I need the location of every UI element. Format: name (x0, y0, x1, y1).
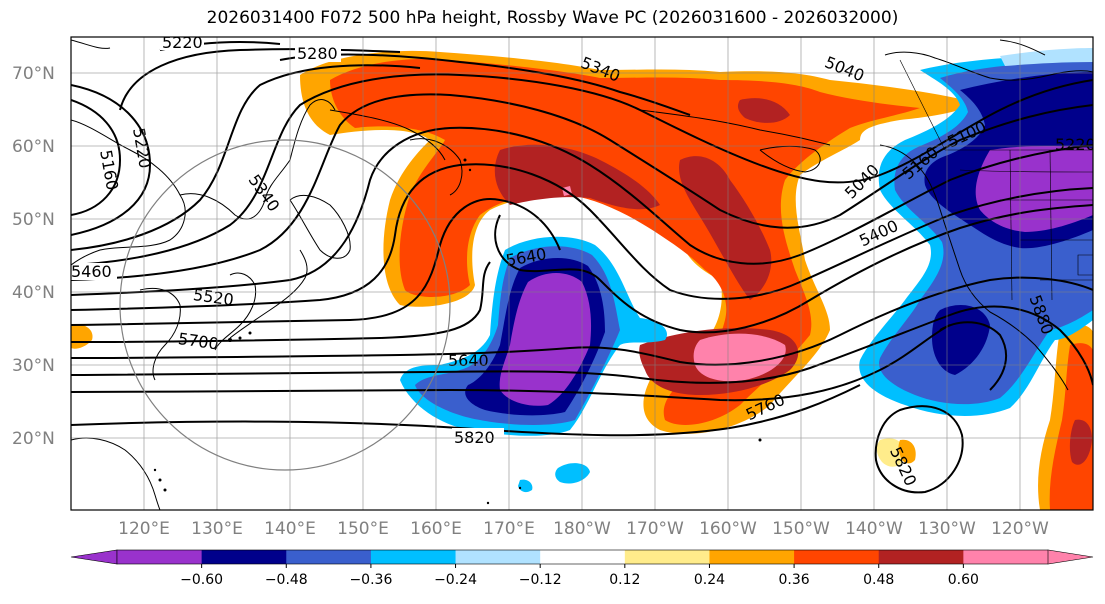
lon-label: 130°W (918, 519, 976, 539)
colorbar-tick-label: 0.12 (609, 572, 640, 588)
lon-label: 160°E (410, 519, 462, 539)
colorbar-segment (709, 550, 795, 564)
lat-label-20: 20°N (12, 429, 55, 449)
colorbar-tick-label: 0.60 (948, 572, 979, 588)
lon-label: 120°W (991, 519, 1049, 539)
colorbar-segment (455, 550, 541, 564)
range-circle (119, 139, 451, 471)
colorbar-tick-label: 0.48 (863, 572, 894, 588)
contour-label: 5220 (1055, 135, 1096, 154)
height-contours (71, 41, 1093, 494)
colorbar-segment (878, 550, 964, 564)
colorbar-segment (540, 550, 626, 564)
lon-label: 150°E (337, 519, 389, 539)
lon-label: 170°E (483, 519, 535, 539)
borders (899, 59, 1093, 301)
colorbar-tick-label: −0.12 (519, 572, 562, 588)
lat-label-30: 30°N (12, 356, 55, 376)
longitude-labels: 120°E 130°E 140°E 150°E 160°E 170°E 180°… (118, 519, 1049, 539)
lat-label-70: 70°N (12, 64, 55, 84)
contour-label: 5220 (162, 33, 203, 52)
lat-label-50: 50°N (12, 210, 55, 230)
colorbar-segment (286, 550, 372, 564)
colorbar-segment (794, 550, 880, 564)
plot-frame (70, 36, 1094, 511)
map-plot-area: 5220 5280 5340 5040 5100 5160 5220 5340 … (71, 33, 1096, 510)
colorbar-tick-label: −0.48 (265, 572, 308, 588)
colorbar-tick-label: −0.60 (180, 572, 223, 588)
lat-label-60: 60°N (12, 137, 55, 157)
colorbar-segment (963, 550, 1049, 564)
lon-label: 160°W (699, 519, 757, 539)
colorbar-segment (624, 550, 710, 564)
lon-label: 180°W (553, 519, 611, 539)
lon-label: 140°W (845, 519, 903, 539)
colorbar-tick-label: 0.36 (779, 572, 810, 588)
lon-label: 140°E (264, 519, 316, 539)
colorbar: −0.60 −0.48 −0.36 −0.24 −0.12 0.12 0.24 0.36 0.4… (70, 549, 1094, 588)
lon-label: 120°E (118, 519, 170, 539)
map-title: 2026031400 F072 500 hPa height, Rossby W… (206, 8, 899, 28)
colorbar-tick-label: −0.24 (434, 572, 477, 588)
colorbar-segment (201, 550, 287, 564)
contour-label: 5640 (448, 351, 489, 370)
islands (153, 158, 762, 505)
colorbar-segment (117, 550, 203, 564)
colorbar-tick-label: 0.24 (694, 572, 725, 588)
colorbar-extend-low (70, 549, 118, 565)
colorbar-extend-high (1047, 549, 1094, 565)
lon-label: 150°W (772, 519, 830, 539)
lon-label: 170°W (626, 519, 684, 539)
latitude-labels: 70°N 60°N 50°N 40°N 30°N 20°N (12, 64, 55, 449)
colorbar-frame (116, 549, 1049, 565)
gridlines (71, 37, 1093, 510)
colorbar-segment (370, 550, 457, 564)
contour-label: 5280 (297, 44, 338, 63)
colorbar-tick-label: −0.36 (349, 572, 392, 588)
lat-label-40: 40°N (12, 283, 55, 303)
contour-label: 5820 (454, 428, 495, 447)
lon-label: 130°E (191, 519, 243, 539)
contour-label: 5460 (71, 262, 112, 281)
